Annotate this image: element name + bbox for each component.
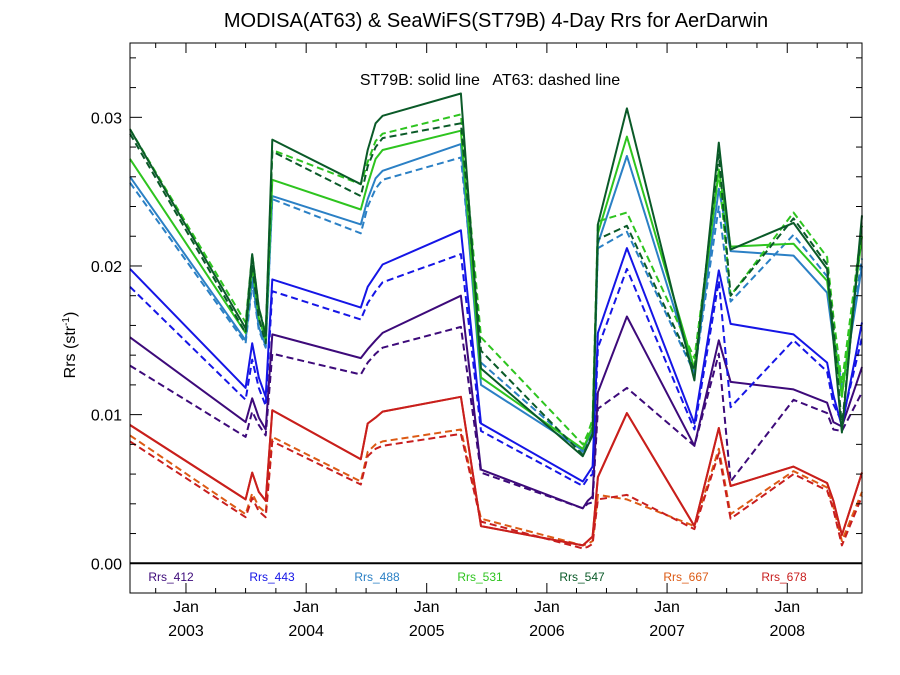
series-lines (129, 92, 863, 550)
x-tick-label-month: Jan (293, 599, 319, 616)
series-line-rrs-412-dashed (129, 325, 863, 510)
legend-item-rrs-531: Rrs_531 (457, 570, 503, 584)
legend-item-rrs-443: Rrs_443 (249, 570, 295, 584)
y-tick-label: 0.01 (91, 408, 122, 425)
y-axis-label-text: Rrs (str (62, 325, 79, 378)
x-tick-label-year: 2007 (649, 623, 685, 640)
x-tick-label-year: 2005 (409, 623, 445, 640)
series-line-rrs-547-solid (129, 92, 863, 458)
series-line-rrs-488-solid (129, 143, 863, 452)
x-tick-label-month: Jan (774, 599, 800, 616)
x-tick-label-month: Jan (173, 599, 199, 616)
plot-frame (129, 42, 863, 594)
line-style-annotation: ST79B: solid line AT63: dashed line (360, 72, 620, 89)
legend-item-rrs-412: Rrs_412 (148, 570, 194, 584)
series-line-rrs-443-dashed (129, 253, 863, 487)
series-line-rrs-488-dashed (129, 156, 863, 453)
x-tick-label-year: 2008 (769, 623, 805, 640)
series-line-rrs-412-solid (129, 294, 863, 510)
x-tick-label-month: Jan (654, 599, 680, 616)
series-line-rrs-678-solid (129, 395, 863, 547)
legend-item-rrs-547: Rrs_547 (559, 570, 605, 584)
y-ticks: 0.00 0.01 0.02 0.03 (91, 57, 862, 573)
y-tick-label: 0.00 (91, 556, 122, 573)
y-tick-label: 0.03 (91, 110, 122, 127)
series-line-rrs-678-dashed (129, 432, 863, 550)
chart-title: MODISA(AT63) & SeaWiFS(ST79B) 4-Day Rrs … (224, 10, 768, 32)
x-tick-label-month: Jan (414, 599, 440, 616)
legend-item-rrs-488: Rrs_488 (354, 570, 400, 584)
series-line-rrs-531-solid (129, 129, 863, 450)
y-axis-label-close: ) (62, 312, 79, 317)
legend-item-rrs-678: Rrs_678 (761, 570, 807, 584)
x-tick-label-year: 2003 (168, 623, 204, 640)
y-tick-label: 0.02 (91, 259, 122, 276)
x-ticks: Jan 2003 Jan 2004 Jan 2005 Jan 2006 Jan 2007 Jan 20… (155, 43, 848, 640)
y-axis-label: Rrs (str-1) (61, 312, 79, 379)
legend: Rrs_412 Rrs_443 Rrs_488 Rrs_531 Rrs_547 Rrs_6… (148, 570, 807, 584)
legend-item-rrs-667: Rrs_667 (663, 570, 709, 584)
x-tick-label-year: 2006 (529, 623, 565, 640)
series-line-rrs-547-dashed (129, 122, 863, 456)
x-tick-label-year: 2004 (288, 623, 324, 640)
x-tick-label-month: Jan (534, 599, 560, 616)
y-axis-label-superscript: -1 (61, 317, 72, 326)
